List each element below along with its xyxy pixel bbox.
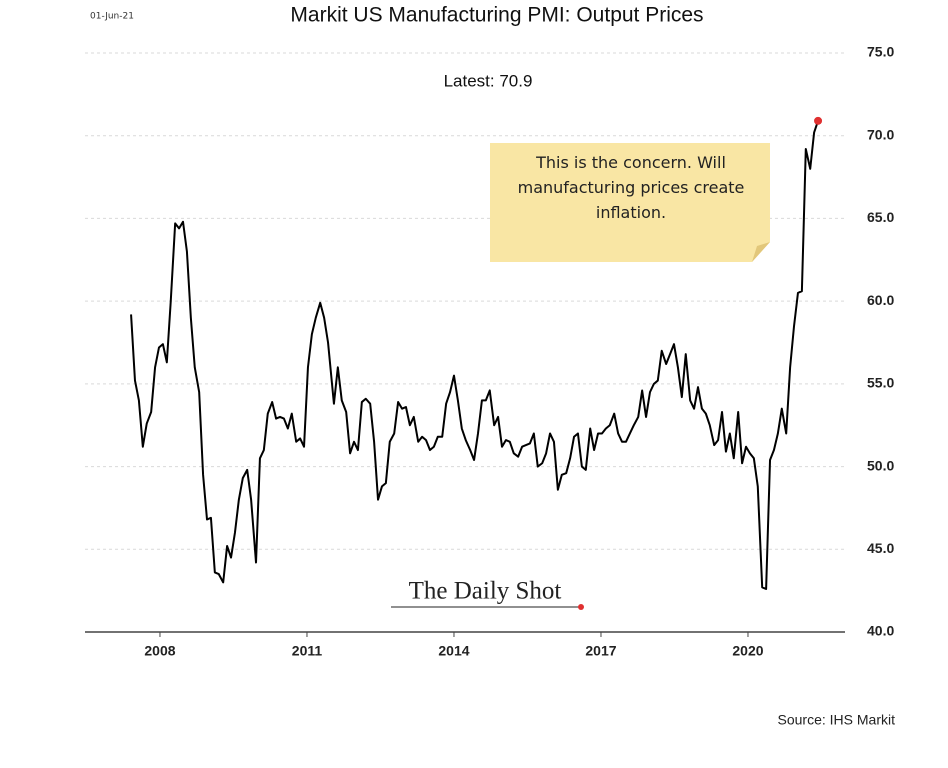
date-stamp: 01-Jun-21 bbox=[90, 12, 134, 22]
y-tick-label: 70.0 bbox=[867, 126, 894, 142]
subtitle: Latest: 70.9 bbox=[444, 71, 533, 90]
y-tick-label: 40.0 bbox=[867, 623, 894, 639]
x-tick-label: 2014 bbox=[438, 643, 469, 659]
y-tick-label: 45.0 bbox=[867, 540, 894, 556]
y-tick-label: 55.0 bbox=[867, 375, 894, 391]
note-paper bbox=[490, 143, 770, 262]
y-tick-label: 50.0 bbox=[867, 457, 894, 473]
x-tick-label: 2011 bbox=[292, 643, 323, 659]
source: Source: IHS Markit bbox=[778, 712, 896, 728]
plot bbox=[130, 116, 823, 590]
x-tick-label: 2008 bbox=[144, 643, 175, 659]
y-tick-label: 75.0 bbox=[867, 44, 894, 60]
note-box: This is the concern. Will manufacturing … bbox=[517, 153, 745, 222]
watermark: The Daily Shot bbox=[391, 578, 584, 610]
data-line bbox=[130, 120, 819, 590]
x-tick-label: 2017 bbox=[585, 643, 616, 659]
annotation-note: This is the concern. Will manufacturing … bbox=[490, 143, 770, 262]
chart-title: Markit US Manufacturing PMI: Output Pric… bbox=[290, 4, 703, 27]
annotation-text: This is the concern. Will manufacturing … bbox=[517, 153, 745, 222]
watermark-dot bbox=[578, 604, 584, 610]
note-fold bbox=[752, 242, 770, 262]
y-tick-label: 60.0 bbox=[867, 292, 894, 308]
x-tick-label: 2020 bbox=[732, 643, 763, 659]
y-tick-label: 65.0 bbox=[867, 209, 894, 225]
latest-point bbox=[814, 116, 823, 125]
grid: 40.0 45.0 50.0 55.0 60.0 65.0 70.0 75.0 2008 2011… bbox=[85, 44, 894, 659]
watermark-text: The Daily Shot bbox=[409, 578, 562, 605]
